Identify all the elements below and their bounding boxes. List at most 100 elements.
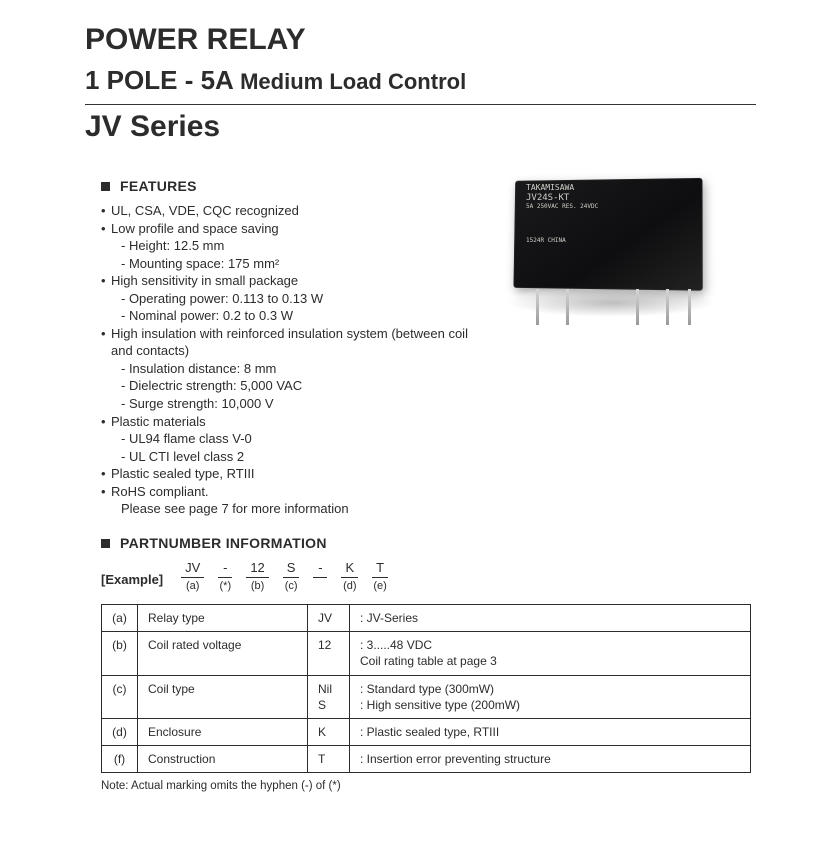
pn-row-name: Construction (138, 746, 308, 773)
pn-example-cell: JV(a) (181, 559, 204, 594)
square-bullet-icon (101, 182, 110, 191)
pn-cell-top: - (313, 559, 327, 579)
feature-subline: Please see page 7 for more information (101, 500, 476, 518)
pn-row-name: Relay type (138, 605, 308, 632)
features-heading: FEATURES (120, 177, 197, 196)
features-list: •UL, CSA, VDE, CQC recognized•Low profil… (101, 202, 476, 518)
pn-cell-bot: (b) (246, 578, 268, 594)
pn-row-descs: : JV-Series (350, 605, 751, 632)
bullet-icon: • (101, 220, 111, 238)
pn-example-cell: -(*) (218, 559, 232, 594)
divider (85, 104, 756, 105)
feature-text: Low profile and space saving (111, 220, 476, 238)
pn-cell-bot (313, 578, 327, 579)
pn-row-name: Enclosure (138, 719, 308, 746)
partnumber-heading: PARTNUMBER INFORMATION (120, 534, 327, 553)
pn-example-cell: 12(b) (246, 559, 268, 594)
table-row: (a)Relay typeJV: JV-Series (102, 605, 751, 632)
pn-row-descs: : 3.....48 VDC Coil rating table at page… (350, 632, 751, 675)
pn-cell-top: T (372, 559, 388, 579)
bullet-icon: • (101, 483, 111, 501)
pn-desc: : High sensitive type (200mW) (360, 697, 740, 713)
feature-item: •High insulation with reinforced insulat… (101, 325, 476, 360)
partnumber-example: JV(a)-(*)12(b)S(c)-K(d)T(e) (181, 559, 388, 594)
feature-subline: - Operating power: 0.113 to 0.13 W (101, 290, 476, 308)
pn-row-codes: K (308, 719, 350, 746)
pn-example-cell: S(c) (283, 559, 300, 594)
pn-row-descs: : Insertion error preventing structure (350, 746, 751, 773)
pn-row-descs: : Standard type (300mW): High sensitive … (350, 675, 751, 718)
pn-code: Nil (318, 681, 339, 697)
pn-code: K (318, 724, 339, 740)
feature-text: UL, CSA, VDE, CQC recognized (111, 202, 476, 220)
pn-desc: : Standard type (300mW) (360, 681, 740, 697)
pn-code: 12 (318, 637, 339, 653)
title-load: Medium Load Control (240, 69, 466, 94)
relay-label-4: 1524R CHINA (526, 237, 598, 244)
pn-row-id: (c) (102, 675, 138, 718)
pn-code: T (318, 751, 339, 767)
feature-item: •UL, CSA, VDE, CQC recognized (101, 202, 476, 220)
pn-row-name: Coil type (138, 675, 308, 718)
pn-desc: : Plastic sealed type, RTIII (360, 724, 740, 740)
pn-example-cell: T(e) (372, 559, 388, 594)
feature-subline: - UL94 flame class V-0 (101, 430, 476, 448)
pn-row-codes: NilS (308, 675, 350, 718)
feature-subline: - Nominal power: 0.2 to 0.3 W (101, 307, 476, 325)
partnumber-table: (a)Relay typeJV: JV-Series(b)Coil rated … (101, 604, 751, 773)
relay-label-3: 5A 250VAC RES. 24VDC (526, 203, 598, 210)
feature-item: •Low profile and space saving (101, 220, 476, 238)
bullet-icon: • (101, 325, 111, 360)
pn-cell-top: JV (181, 559, 204, 579)
pn-code: JV (318, 610, 339, 626)
square-bullet-icon (101, 539, 110, 548)
title-pole-load: 1 POLE - 5A Medium Load Control (85, 63, 756, 98)
feature-subline: - Mounting space: 175 mm² (101, 255, 476, 273)
relay-label-1: TAKAMISAWA (526, 183, 598, 193)
pn-example-cell: - (313, 559, 327, 580)
bullet-icon: • (101, 413, 111, 431)
feature-text: High insulation with reinforced insulati… (111, 325, 476, 360)
pn-cell-top: S (283, 559, 300, 579)
pn-cell-bot: (d) (341, 578, 358, 594)
pn-row-codes: JV (308, 605, 350, 632)
table-row: (d)Enclosure K : Plastic sealed type, RTII… (102, 719, 751, 746)
pn-row-descs: : Plastic sealed type, RTIII (350, 719, 751, 746)
pn-desc: : 3.....48 VDC (360, 637, 740, 653)
feature-item: •Plastic materials (101, 413, 476, 431)
bullet-icon: • (101, 272, 111, 290)
feature-subline: - Height: 12.5 mm (101, 237, 476, 255)
table-row: (b)Coil rated voltage12: 3.....48 VDC Co… (102, 632, 751, 675)
pn-cell-top: 12 (246, 559, 268, 579)
feature-item: •High sensitivity in small package (101, 272, 476, 290)
feature-subline: - Dielectric strength: 5,000 VAC (101, 377, 476, 395)
feature-subline: - UL CTI level class 2 (101, 448, 476, 466)
bullet-icon: • (101, 465, 111, 483)
pn-cell-bot: (e) (372, 578, 388, 594)
pn-cell-top: - (218, 559, 232, 579)
pn-row-id: (f) (102, 746, 138, 773)
feature-item: •Plastic sealed type, RTIII (101, 465, 476, 483)
pn-cell-bot: (a) (181, 578, 204, 594)
title-pole: 1 POLE - 5A (85, 65, 233, 95)
feature-subline: - Surge strength: 10,000 V (101, 395, 476, 413)
table-row: (c)Coil typeNilS: Standard type (300mW):… (102, 675, 751, 718)
feature-text: High sensitivity in small package (111, 272, 476, 290)
pn-desc: : Insertion error preventing structure (360, 751, 740, 767)
feature-text: Plastic sealed type, RTIII (111, 465, 476, 483)
pn-row-codes: 12 (308, 632, 350, 675)
pn-example-cell: K(d) (341, 559, 358, 594)
feature-item: •RoHS compliant. (101, 483, 476, 501)
pn-row-id: (b) (102, 632, 138, 675)
pn-row-id: (d) (102, 719, 138, 746)
title-power-relay: POWER RELAY (85, 20, 756, 61)
feature-text: RoHS compliant. (111, 483, 476, 501)
relay-label-2: JV24S-KT (526, 193, 598, 204)
title-series: JV Series (85, 107, 756, 148)
example-label: [Example] (101, 559, 163, 589)
pn-row-codes: T (308, 746, 350, 773)
table-row: (f)Construction T : Insertion error preven… (102, 746, 751, 773)
bullet-icon: • (101, 202, 111, 220)
pn-desc: Coil rating table at page 3 (360, 653, 740, 669)
pn-cell-bot: (c) (283, 578, 300, 594)
